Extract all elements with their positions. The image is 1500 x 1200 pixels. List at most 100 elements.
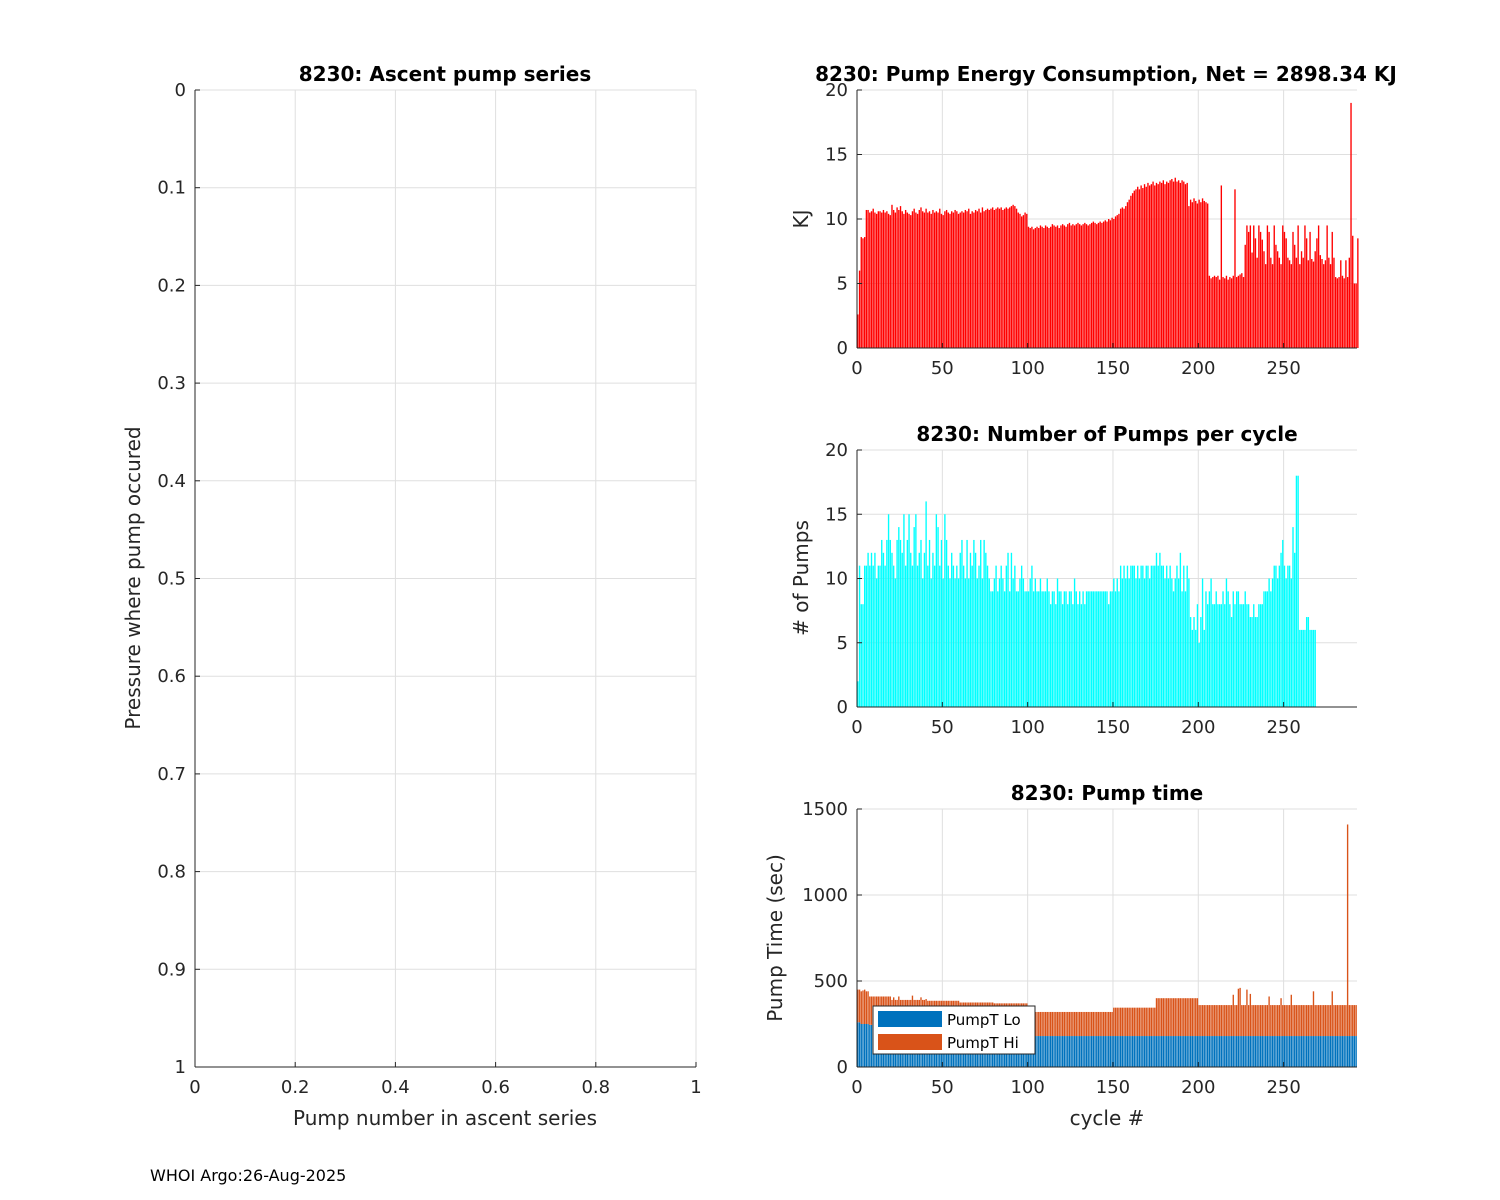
energy-bar [1300,251,1303,348]
npumps-bar [1079,591,1081,707]
pumptime-bar-lo [1282,1036,1284,1067]
energy-bar [918,209,920,348]
ytick-label: 500 [814,971,848,992]
pumptime-bar-hi [1176,998,1178,1037]
energy-bar [1046,226,1048,348]
energy-bar [1113,219,1115,348]
energy-bar [1314,251,1316,348]
energy-bar [991,207,994,348]
npumps-bar [978,565,980,707]
pumptime-bar-lo [1118,1036,1120,1067]
pumptime-bar-hi [1201,1005,1204,1037]
energy-bar [976,211,978,348]
pumptime-bar-hi [1082,1011,1084,1037]
npumps-bar [952,565,955,707]
energy-bar [1034,228,1037,348]
pumptime-bar-hi [1157,998,1159,1037]
npumps-bar [1043,591,1045,707]
energy-bar [1333,257,1335,348]
npumps-bar [930,578,932,707]
npumps-bar [1154,565,1156,707]
pumptime-bar-hi [1326,1005,1328,1037]
pumptime-bar-lo [1176,1036,1178,1067]
pumptime-bar-hi [1126,1007,1129,1037]
pumptime-bar-hi [1348,1005,1351,1037]
pumptime-bar-lo [1060,1036,1062,1067]
npumps-bar [862,604,864,707]
npumps-bar [991,591,994,707]
pumptime-bar-lo [1131,1036,1134,1067]
pumptime-bar-hi [1282,1005,1284,1037]
pumptime-bar-hi [867,991,869,1024]
energy-bar [901,211,903,348]
energy-bar [957,213,960,348]
energy-bar [927,212,929,348]
energy-bar [956,211,958,348]
npumps-bar [1068,591,1071,707]
pumptime-bar-lo [1227,1036,1229,1067]
npumps-bar [886,539,888,707]
pumptime-bar-hi [1116,1007,1118,1037]
pumptime-bar-lo [1096,1036,1098,1067]
npumps-bar [887,514,890,707]
npumps-bar [1276,578,1279,707]
npumps-bar [1096,591,1098,707]
xtick-label: 100 [1010,358,1044,379]
npumps-bar [1273,565,1275,707]
pumptime-bar-lo [1352,1036,1354,1067]
pumptime-bar-lo [1157,1036,1159,1067]
pumptime-bar-lo [1290,1036,1292,1067]
energy-bar [951,211,953,348]
pumptime-bar-lo [1171,1036,1173,1067]
energy-bar [1247,231,1250,348]
pumptime-bar-hi [1188,998,1190,1037]
pumptime-bar-lo [865,1024,868,1067]
pumptime-bar-lo [863,1024,866,1067]
npumps-bar [1145,565,1147,707]
npumps-bar [896,539,898,707]
energy-bar [889,215,891,348]
energy-bar [1050,226,1052,348]
energy-bar [1104,220,1106,348]
pumptime-bar-hi [1084,1011,1086,1037]
npumps-bar [940,539,943,707]
npumps-bar [1113,578,1115,707]
energy-bar [1229,277,1231,348]
energy-bar [1039,225,1042,348]
npumps-bar [869,565,871,707]
pumptime-bar-lo [1143,1036,1146,1067]
npumps-bar [1174,578,1176,707]
npumps-bar [944,514,946,707]
pumptime-bar-lo [1340,1036,1342,1067]
pumptime-bar-hi [1290,994,1292,1037]
npumps-bar [1253,604,1255,707]
energy-bar [1189,199,1192,348]
pumptime-bar-lo [1331,1036,1333,1067]
npumps-bar [1157,565,1159,707]
energy-bar [1232,275,1234,348]
pumptime-bar-hi [1234,1005,1236,1037]
energy-bar [1072,224,1074,348]
pumptime-bar-lo [1075,1036,1077,1067]
ytick-label: 0 [175,80,186,101]
npumps-bar [860,604,862,707]
npumps-bar [877,565,880,707]
legend-swatch-hi [878,1034,942,1050]
pumptime-bar-hi [1061,1011,1064,1037]
energy-bar [1285,238,1287,348]
energy-bar [1140,185,1142,348]
pumptime-bar-lo [1208,1036,1211,1067]
energy-bar [1084,222,1086,348]
pumptime-bar-hi [1314,1005,1316,1037]
energy-bar [1212,277,1214,348]
pumptime-bar-lo [1265,1036,1267,1067]
pumptime-bar-hi [1113,1007,1115,1037]
energy-bar [1126,202,1129,348]
pumptime-bar-hi [1237,988,1240,1037]
energy-bar [964,209,967,348]
npumps-bar [1186,565,1188,707]
pumptime-bar-lo [1258,1036,1260,1067]
npumps-bar [1259,604,1262,707]
energy-bar [1002,209,1004,348]
energy-bar [1184,184,1187,348]
